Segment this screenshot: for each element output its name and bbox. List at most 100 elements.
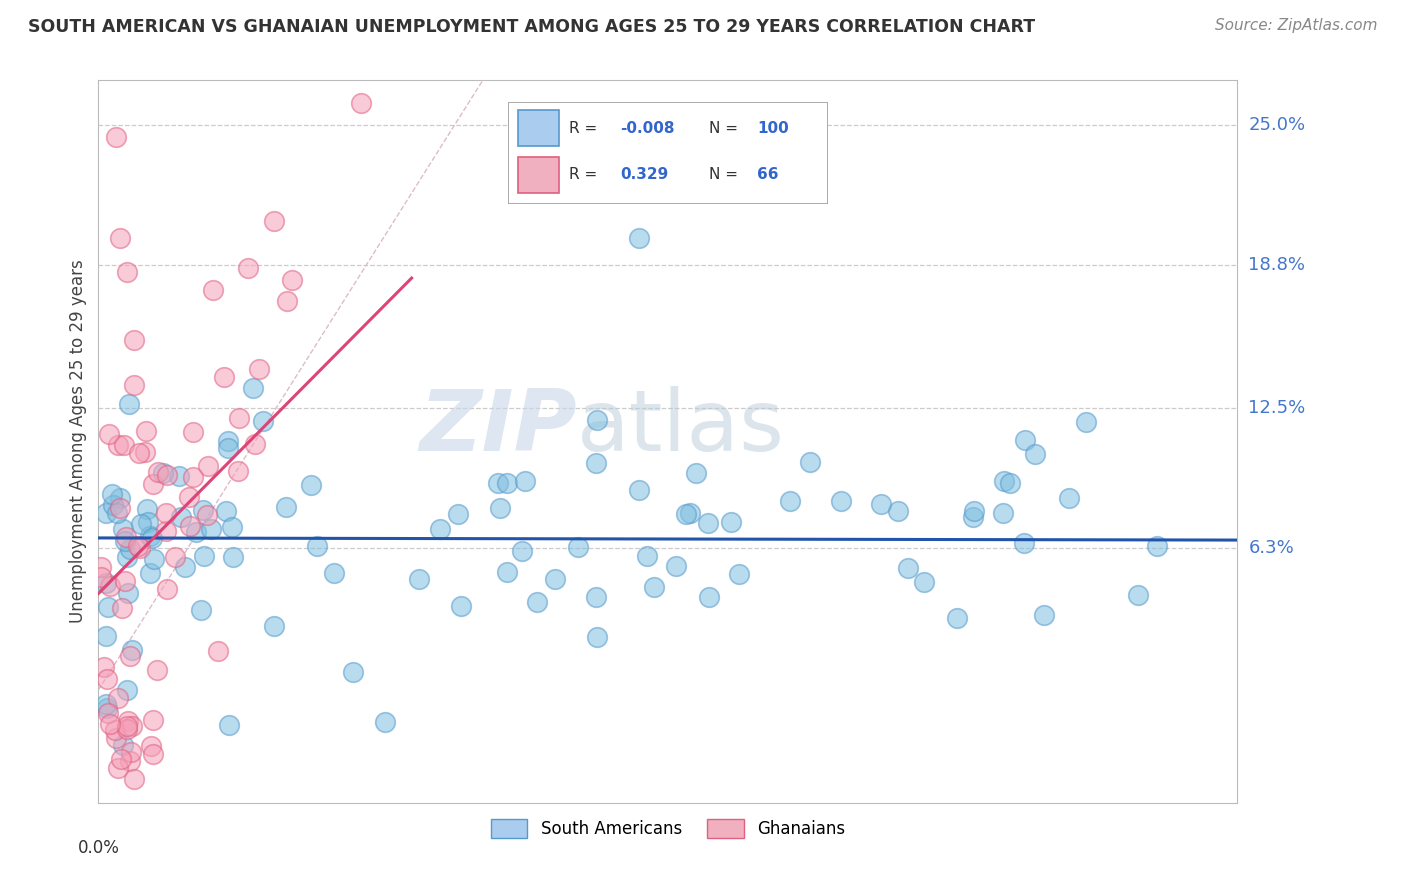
Text: 18.8%: 18.8% [1249,256,1305,275]
Point [830,493,852,508]
Point [586,630,609,644]
Point [322,566,344,580]
Point [962,504,984,518]
Point [146,663,169,677]
Point [115,531,138,545]
Point [221,520,243,534]
Point [156,582,179,597]
Point [585,456,607,470]
Point [870,497,893,511]
Point [993,475,1015,489]
Point [515,474,537,488]
Point [628,483,651,498]
Point [195,508,218,523]
Point [120,542,142,557]
Point [165,549,187,564]
Point [117,586,139,600]
Point [408,572,430,586]
Point [121,643,143,657]
Point [114,533,136,548]
Point [179,519,201,533]
Text: 12.5%: 12.5% [1249,399,1306,417]
Point [128,445,150,459]
Point [115,723,138,737]
Point [228,410,250,425]
Point [699,590,721,604]
Point [141,531,163,545]
Point [155,524,177,539]
Point [299,478,322,492]
Point [697,516,720,531]
Point [636,549,658,563]
Point [107,690,129,705]
Point [142,713,165,727]
Point [120,649,142,664]
Point [307,539,329,553]
Point [1014,433,1036,447]
Point [374,714,396,729]
Point [350,95,373,110]
Point [685,466,707,480]
Point [202,283,225,297]
Point [496,565,519,579]
Point [101,498,124,512]
Point [129,541,152,555]
Point [342,665,364,680]
Point [217,434,239,448]
Point [799,455,821,469]
Point [111,738,134,752]
Point [110,751,132,765]
Point [1146,539,1168,553]
Point [139,566,162,580]
Point [156,468,179,483]
Point [510,544,533,558]
Point [115,718,138,732]
Point [226,464,249,478]
Text: Source: ZipAtlas.com: Source: ZipAtlas.com [1215,18,1378,33]
Point [93,660,115,674]
Point [155,506,177,520]
Point [222,550,245,565]
Point [117,714,139,728]
Point [243,437,266,451]
Point [585,413,607,427]
Point [962,510,984,524]
Point [1074,415,1097,429]
Point [122,333,145,347]
Point [104,723,127,738]
Point [197,458,219,473]
Point [488,500,510,515]
Text: 6.3%: 6.3% [1249,539,1294,557]
Point [108,231,131,245]
Point [97,600,120,615]
Point [100,487,122,501]
Point [218,717,240,731]
Point [998,475,1021,490]
Text: 25.0%: 25.0% [1249,117,1306,135]
Point [181,425,204,439]
Point [1024,446,1046,460]
Point [247,361,270,376]
Point [496,476,519,491]
Point [628,231,651,245]
Y-axis label: Unemployment Among Ages 25 to 29 years: Unemployment Among Ages 25 to 29 years [69,260,87,624]
Point [993,506,1015,520]
Point [1012,536,1035,550]
Point [526,595,548,609]
Point [121,719,143,733]
Point [242,381,264,395]
Point [105,506,128,520]
Point [238,261,260,276]
Point [946,611,969,625]
Point [117,549,139,564]
Point [191,503,214,517]
Point [1033,607,1056,622]
Point [148,465,170,479]
Point [115,265,138,279]
Point [486,475,509,490]
Point [135,424,157,438]
Point [108,501,131,516]
Point [107,438,129,452]
Point [1126,588,1149,602]
Point [94,576,117,591]
